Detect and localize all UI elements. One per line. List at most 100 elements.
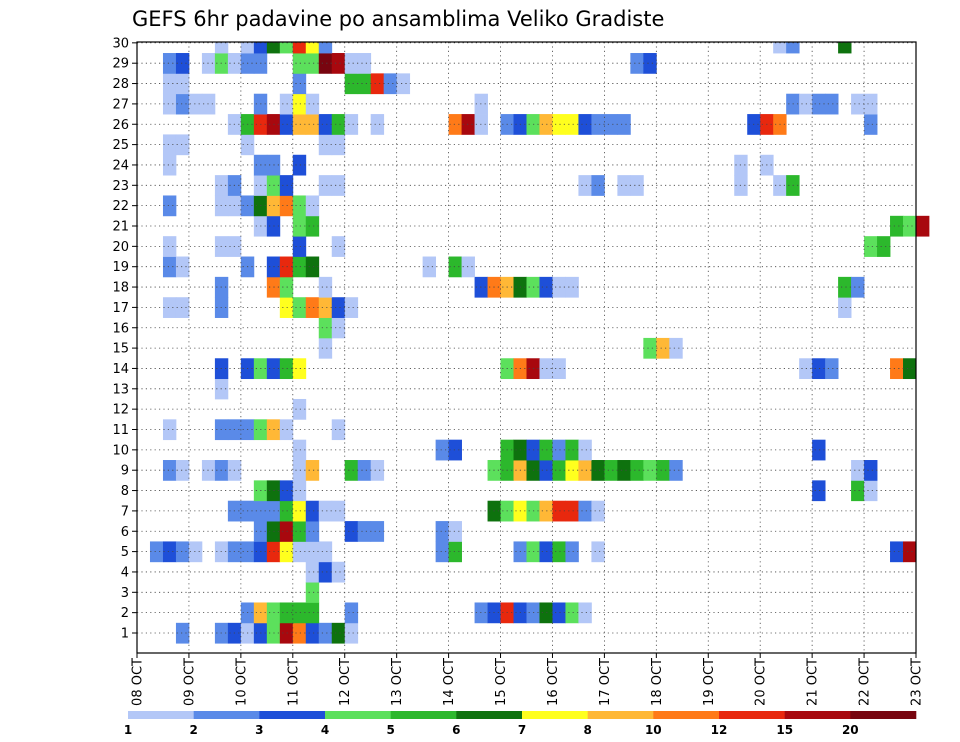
colorbar-swatch <box>456 711 523 719</box>
heatmap-cell <box>344 521 359 542</box>
y-tick-label: 14 <box>112 362 129 377</box>
heatmap-cell <box>175 53 190 74</box>
heatmap-cell <box>890 541 904 563</box>
heatmap-cell <box>578 500 592 522</box>
heatmap-cell <box>370 460 385 481</box>
heatmap-cell <box>318 561 333 583</box>
y-tick-label: 22 <box>112 199 129 214</box>
heatmap-cell <box>175 622 190 644</box>
heatmap-cell <box>890 358 904 380</box>
heatmap-cell <box>578 175 592 196</box>
heatmap-cell <box>292 521 307 542</box>
heatmap-cell <box>175 460 190 481</box>
heatmap-cell <box>539 276 553 298</box>
heatmap-cell <box>552 541 566 563</box>
heatmap-cell <box>305 215 320 237</box>
colorbar-label: 7 <box>518 723 526 737</box>
heatmap-cell <box>461 114 475 135</box>
heatmap-cell <box>539 358 553 380</box>
heatmap-cell <box>318 134 333 156</box>
heatmap-cell <box>201 53 216 74</box>
heatmap-cell <box>643 460 657 481</box>
colorbar-swatch <box>850 711 917 719</box>
heatmap-cell <box>305 582 320 603</box>
heatmap-cell <box>344 602 359 624</box>
heatmap-cell <box>292 541 307 563</box>
heatmap-cell <box>448 256 462 278</box>
heatmap-cell <box>305 195 320 217</box>
gridlines <box>137 42 916 653</box>
colorbar-swatch <box>522 711 588 719</box>
y-tick-label: 26 <box>112 118 129 133</box>
heatmap-cell <box>331 175 346 196</box>
heatmap-cell <box>604 460 618 481</box>
heatmap-cell <box>643 337 657 359</box>
heatmap-cell <box>903 215 917 237</box>
heatmap-cell <box>162 154 177 176</box>
heatmap-cell <box>279 256 294 278</box>
y-tick-label: 11 <box>112 423 129 438</box>
heatmap-cell <box>370 73 385 95</box>
heatmap-cell <box>864 93 878 115</box>
heatmap-cell <box>305 460 320 481</box>
x-tick-label: 19 OCT <box>702 658 717 706</box>
heatmap-cell <box>812 439 826 461</box>
heatmap-cell <box>825 358 839 380</box>
heatmap-cell <box>292 480 307 502</box>
colorbar-label: 20 <box>842 723 859 737</box>
heatmap-cell <box>591 114 605 135</box>
heatmap-cell <box>162 53 177 74</box>
heatmap-cell <box>344 622 359 644</box>
x-tick-label: 23 OCT <box>910 658 925 706</box>
heatmap-cell <box>305 602 320 624</box>
heatmap-cell <box>305 521 320 542</box>
heatmap-cell <box>851 93 865 115</box>
heatmap-cell <box>552 439 566 461</box>
heatmap-cell <box>292 53 307 74</box>
heatmap-cell <box>279 500 294 522</box>
heatmap-cell <box>565 541 579 563</box>
colorbar-swatch <box>193 711 260 719</box>
heatmap-cell <box>318 297 333 318</box>
y-tick-label: 25 <box>112 138 129 153</box>
x-axis-date-labels: 08 OCT 09 OCT 10 OCT 11 OCT 12 OCT 13 OCT 14 O… <box>131 653 925 706</box>
heatmap-cell <box>331 134 346 156</box>
colorbar-label: 10 <box>645 723 662 737</box>
heatmap-cell <box>331 419 346 441</box>
heatmap-cell <box>812 358 826 380</box>
heatmap-cell <box>305 42 320 54</box>
x-tick-label: 09 OCT <box>182 658 197 706</box>
heatmap-cell <box>149 541 164 563</box>
y-tick-label: 28 <box>112 77 129 92</box>
heatmap-cell <box>331 317 346 339</box>
y-tick-label: 27 <box>112 97 129 112</box>
heatmap-cell <box>448 114 462 135</box>
heatmap-cell <box>565 500 579 522</box>
colorbar-legend: 1 2 3 4 5 6 7 8 10 12 15 20 <box>124 711 917 737</box>
heatmap-cell <box>422 256 437 278</box>
heatmap-cell <box>318 317 333 339</box>
colorbar-label: 5 <box>387 723 395 737</box>
heatmap-cell <box>292 439 307 461</box>
heatmap-cell <box>175 541 190 563</box>
heatmap-cell <box>292 93 307 115</box>
heatmap-cell <box>292 154 307 176</box>
heatmap-cell <box>279 480 294 502</box>
heatmap-cell <box>292 460 307 481</box>
x-tick-label: 20 OCT <box>754 658 769 706</box>
heatmap-cell <box>305 93 320 115</box>
heatmap-cell <box>279 622 294 644</box>
heatmap-cell <box>539 541 553 563</box>
heatmap-cell <box>188 93 203 115</box>
heatmap-cell <box>578 114 592 135</box>
heatmap-cell <box>370 114 385 135</box>
x-tick-label: 16 OCT <box>546 658 561 706</box>
colorbar-swatch <box>587 711 654 719</box>
heatmap-cell <box>903 541 917 563</box>
y-tick-label: 3 <box>121 586 129 601</box>
heatmap-cell <box>617 175 631 196</box>
x-tick-label: 22 OCT <box>858 658 873 706</box>
heatmap-cell <box>435 439 449 461</box>
heatmap-cell <box>448 541 462 563</box>
x-tick-label: 14 OCT <box>442 658 457 706</box>
